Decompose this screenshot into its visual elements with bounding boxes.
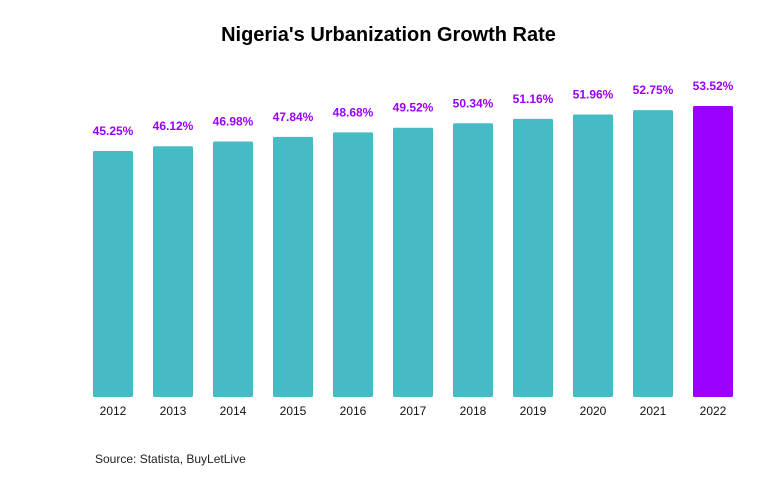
value-label-2014: 46.98% [213, 115, 254, 129]
bar-2012 [93, 150, 133, 397]
x-tick-2015: 2015 [280, 404, 307, 418]
bar-2013 [153, 146, 193, 397]
value-label-2012: 45.25% [93, 124, 134, 138]
bar-2016 [333, 132, 373, 397]
x-tick-2012: 2012 [100, 404, 127, 418]
chart-title: Nigeria's Urbanization Growth Rate [221, 24, 556, 46]
value-label-2013: 46.12% [153, 119, 194, 133]
value-label-2018: 50.34% [453, 96, 494, 110]
value-label-2019: 51.16% [513, 92, 554, 106]
bar-2017 [393, 127, 433, 398]
bar-2014 [213, 141, 253, 397]
bar-2015 [273, 136, 313, 397]
bar-2020 [573, 114, 613, 398]
x-tick-2013: 2013 [160, 404, 187, 418]
bar-2019 [513, 118, 553, 397]
bar-2018 [453, 123, 493, 398]
x-tick-2014: 2014 [220, 404, 247, 418]
bar-2022 [693, 106, 733, 397]
value-label-2017: 49.52% [393, 101, 434, 115]
x-tick-2021: 2021 [640, 404, 667, 418]
value-label-2022: 53.52% [693, 79, 734, 93]
source-note: Source: Statista, BuyLetLive [95, 452, 246, 466]
bar-2021 [633, 110, 673, 398]
value-label-2016: 48.68% [333, 105, 374, 119]
x-tick-2020: 2020 [580, 404, 607, 418]
value-label-2015: 47.84% [273, 110, 314, 124]
value-label-2021: 52.75% [633, 83, 674, 97]
x-tick-2017: 2017 [400, 404, 427, 418]
x-tick-2019: 2019 [520, 404, 547, 418]
x-tick-2022: 2022 [700, 404, 727, 418]
x-tick-2016: 2016 [340, 404, 367, 418]
value-label-2020: 51.96% [573, 87, 614, 101]
x-tick-2018: 2018 [460, 404, 487, 418]
